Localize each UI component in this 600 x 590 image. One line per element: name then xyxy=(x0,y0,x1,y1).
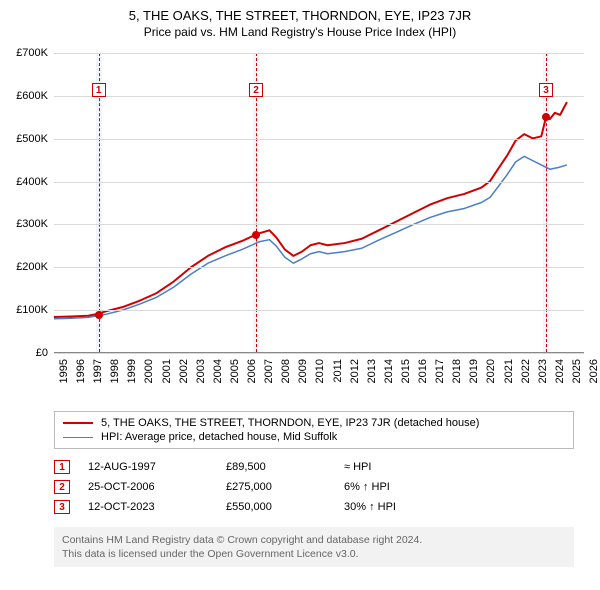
legend-swatch xyxy=(63,422,93,424)
legend: 5, THE OAKS, THE STREET, THORNDON, EYE, … xyxy=(54,411,574,449)
x-axis-label: 2006 xyxy=(246,359,258,399)
x-axis-label: 2001 xyxy=(161,359,173,399)
sale-marker-box: 1 xyxy=(92,83,106,97)
x-axis-label: 2010 xyxy=(314,359,326,399)
y-axis-label: £700K xyxy=(8,47,48,59)
line-layer xyxy=(54,53,584,352)
y-axis-label: £500K xyxy=(8,133,48,145)
sale-marker-box: 2 xyxy=(249,83,263,97)
legend-item: 5, THE OAKS, THE STREET, THORNDON, EYE, … xyxy=(63,416,565,430)
sales-row: 2 25-OCT-2006 £275,000 6% ↑ HPI xyxy=(54,477,574,497)
y-axis-label: £200K xyxy=(8,261,48,273)
sale-vs-hpi: 6% ↑ HPI xyxy=(344,481,464,493)
x-axis-label: 2008 xyxy=(280,359,292,399)
series-line xyxy=(54,102,567,317)
x-axis-label: 2025 xyxy=(571,359,583,399)
x-axis-label: 2002 xyxy=(178,359,190,399)
x-axis-label: 1996 xyxy=(75,359,87,399)
sale-price: £550,000 xyxy=(226,501,326,513)
sale-index-box: 3 xyxy=(54,500,70,514)
sale-dot xyxy=(95,311,103,319)
sale-price: £89,500 xyxy=(226,461,326,473)
legend-label: HPI: Average price, detached house, Mid … xyxy=(101,431,337,443)
footnote-line: This data is licensed under the Open Gov… xyxy=(62,547,566,561)
sales-row: 3 12-OCT-2023 £550,000 30% ↑ HPI xyxy=(54,497,574,517)
x-axis-label: 2005 xyxy=(229,359,241,399)
legend-swatch xyxy=(63,437,93,438)
footnote-line: Contains HM Land Registry data © Crown c… xyxy=(62,533,566,547)
legend-item: HPI: Average price, detached house, Mid … xyxy=(63,430,565,444)
sale-date: 25-OCT-2006 xyxy=(88,481,208,493)
sale-marker-box: 3 xyxy=(539,83,553,97)
sales-row: 1 12-AUG-1997 £89,500 ≈ HPI xyxy=(54,457,574,477)
sale-vs-hpi: 30% ↑ HPI xyxy=(344,501,464,513)
plot-area: 1 2 3 xyxy=(54,53,584,353)
x-axis-label: 1995 xyxy=(58,359,70,399)
sale-vs-hpi: ≈ HPI xyxy=(344,461,464,473)
x-axis-label: 2004 xyxy=(212,359,224,399)
x-axis-label: 2013 xyxy=(366,359,378,399)
sale-index-box: 2 xyxy=(54,480,70,494)
x-axis-label: 2017 xyxy=(434,359,446,399)
x-axis-label: 2011 xyxy=(332,359,344,399)
x-axis-label: 2000 xyxy=(143,359,155,399)
sale-price: £275,000 xyxy=(226,481,326,493)
x-axis-label: 1999 xyxy=(126,359,138,399)
x-axis-label: 1998 xyxy=(109,359,121,399)
sale-dot xyxy=(252,231,260,239)
chart-container: 5, THE OAKS, THE STREET, THORNDON, EYE, … xyxy=(0,0,600,573)
legend-label: 5, THE OAKS, THE STREET, THORNDON, EYE, … xyxy=(101,417,479,429)
x-axis-label: 2007 xyxy=(263,359,275,399)
footnote: Contains HM Land Registry data © Crown c… xyxy=(54,527,574,567)
y-axis-label: £300K xyxy=(8,218,48,230)
sale-index-box: 1 xyxy=(54,460,70,474)
y-axis-label: £600K xyxy=(8,90,48,102)
chart-title: 5, THE OAKS, THE STREET, THORNDON, EYE, … xyxy=(6,8,594,23)
sale-date: 12-AUG-1997 xyxy=(88,461,208,473)
y-axis-label: £100K xyxy=(8,304,48,316)
sale-dot xyxy=(542,113,550,121)
x-axis-label: 2009 xyxy=(297,359,309,399)
x-axis-label: 2019 xyxy=(468,359,480,399)
x-axis-label: 2012 xyxy=(349,359,361,399)
x-axis-label: 2021 xyxy=(503,359,515,399)
sale-date: 12-OCT-2023 xyxy=(88,501,208,513)
x-axis-label: 2023 xyxy=(537,359,549,399)
sales-table: 1 12-AUG-1997 £89,500 ≈ HPI 2 25-OCT-2006 £275… xyxy=(54,457,574,517)
x-axis-label: 2014 xyxy=(383,359,395,399)
x-axis-label: 2024 xyxy=(554,359,566,399)
x-axis-label: 2016 xyxy=(417,359,429,399)
chart-area: 1 2 3 £0 £100K £200K £300K £400K £500K £600K £700… xyxy=(6,45,594,405)
x-axis-label: 2026 xyxy=(588,359,600,399)
y-axis-label: £400K xyxy=(8,176,48,188)
x-axis-label: 2003 xyxy=(195,359,207,399)
y-axis-label: £0 xyxy=(8,347,48,359)
x-axis-label: 1997 xyxy=(92,359,104,399)
x-axis-label: 2020 xyxy=(485,359,497,399)
x-axis-label: 2015 xyxy=(400,359,412,399)
x-axis-label: 2018 xyxy=(451,359,463,399)
chart-subtitle: Price paid vs. HM Land Registry's House … xyxy=(6,25,594,39)
x-axis-label: 2022 xyxy=(520,359,532,399)
